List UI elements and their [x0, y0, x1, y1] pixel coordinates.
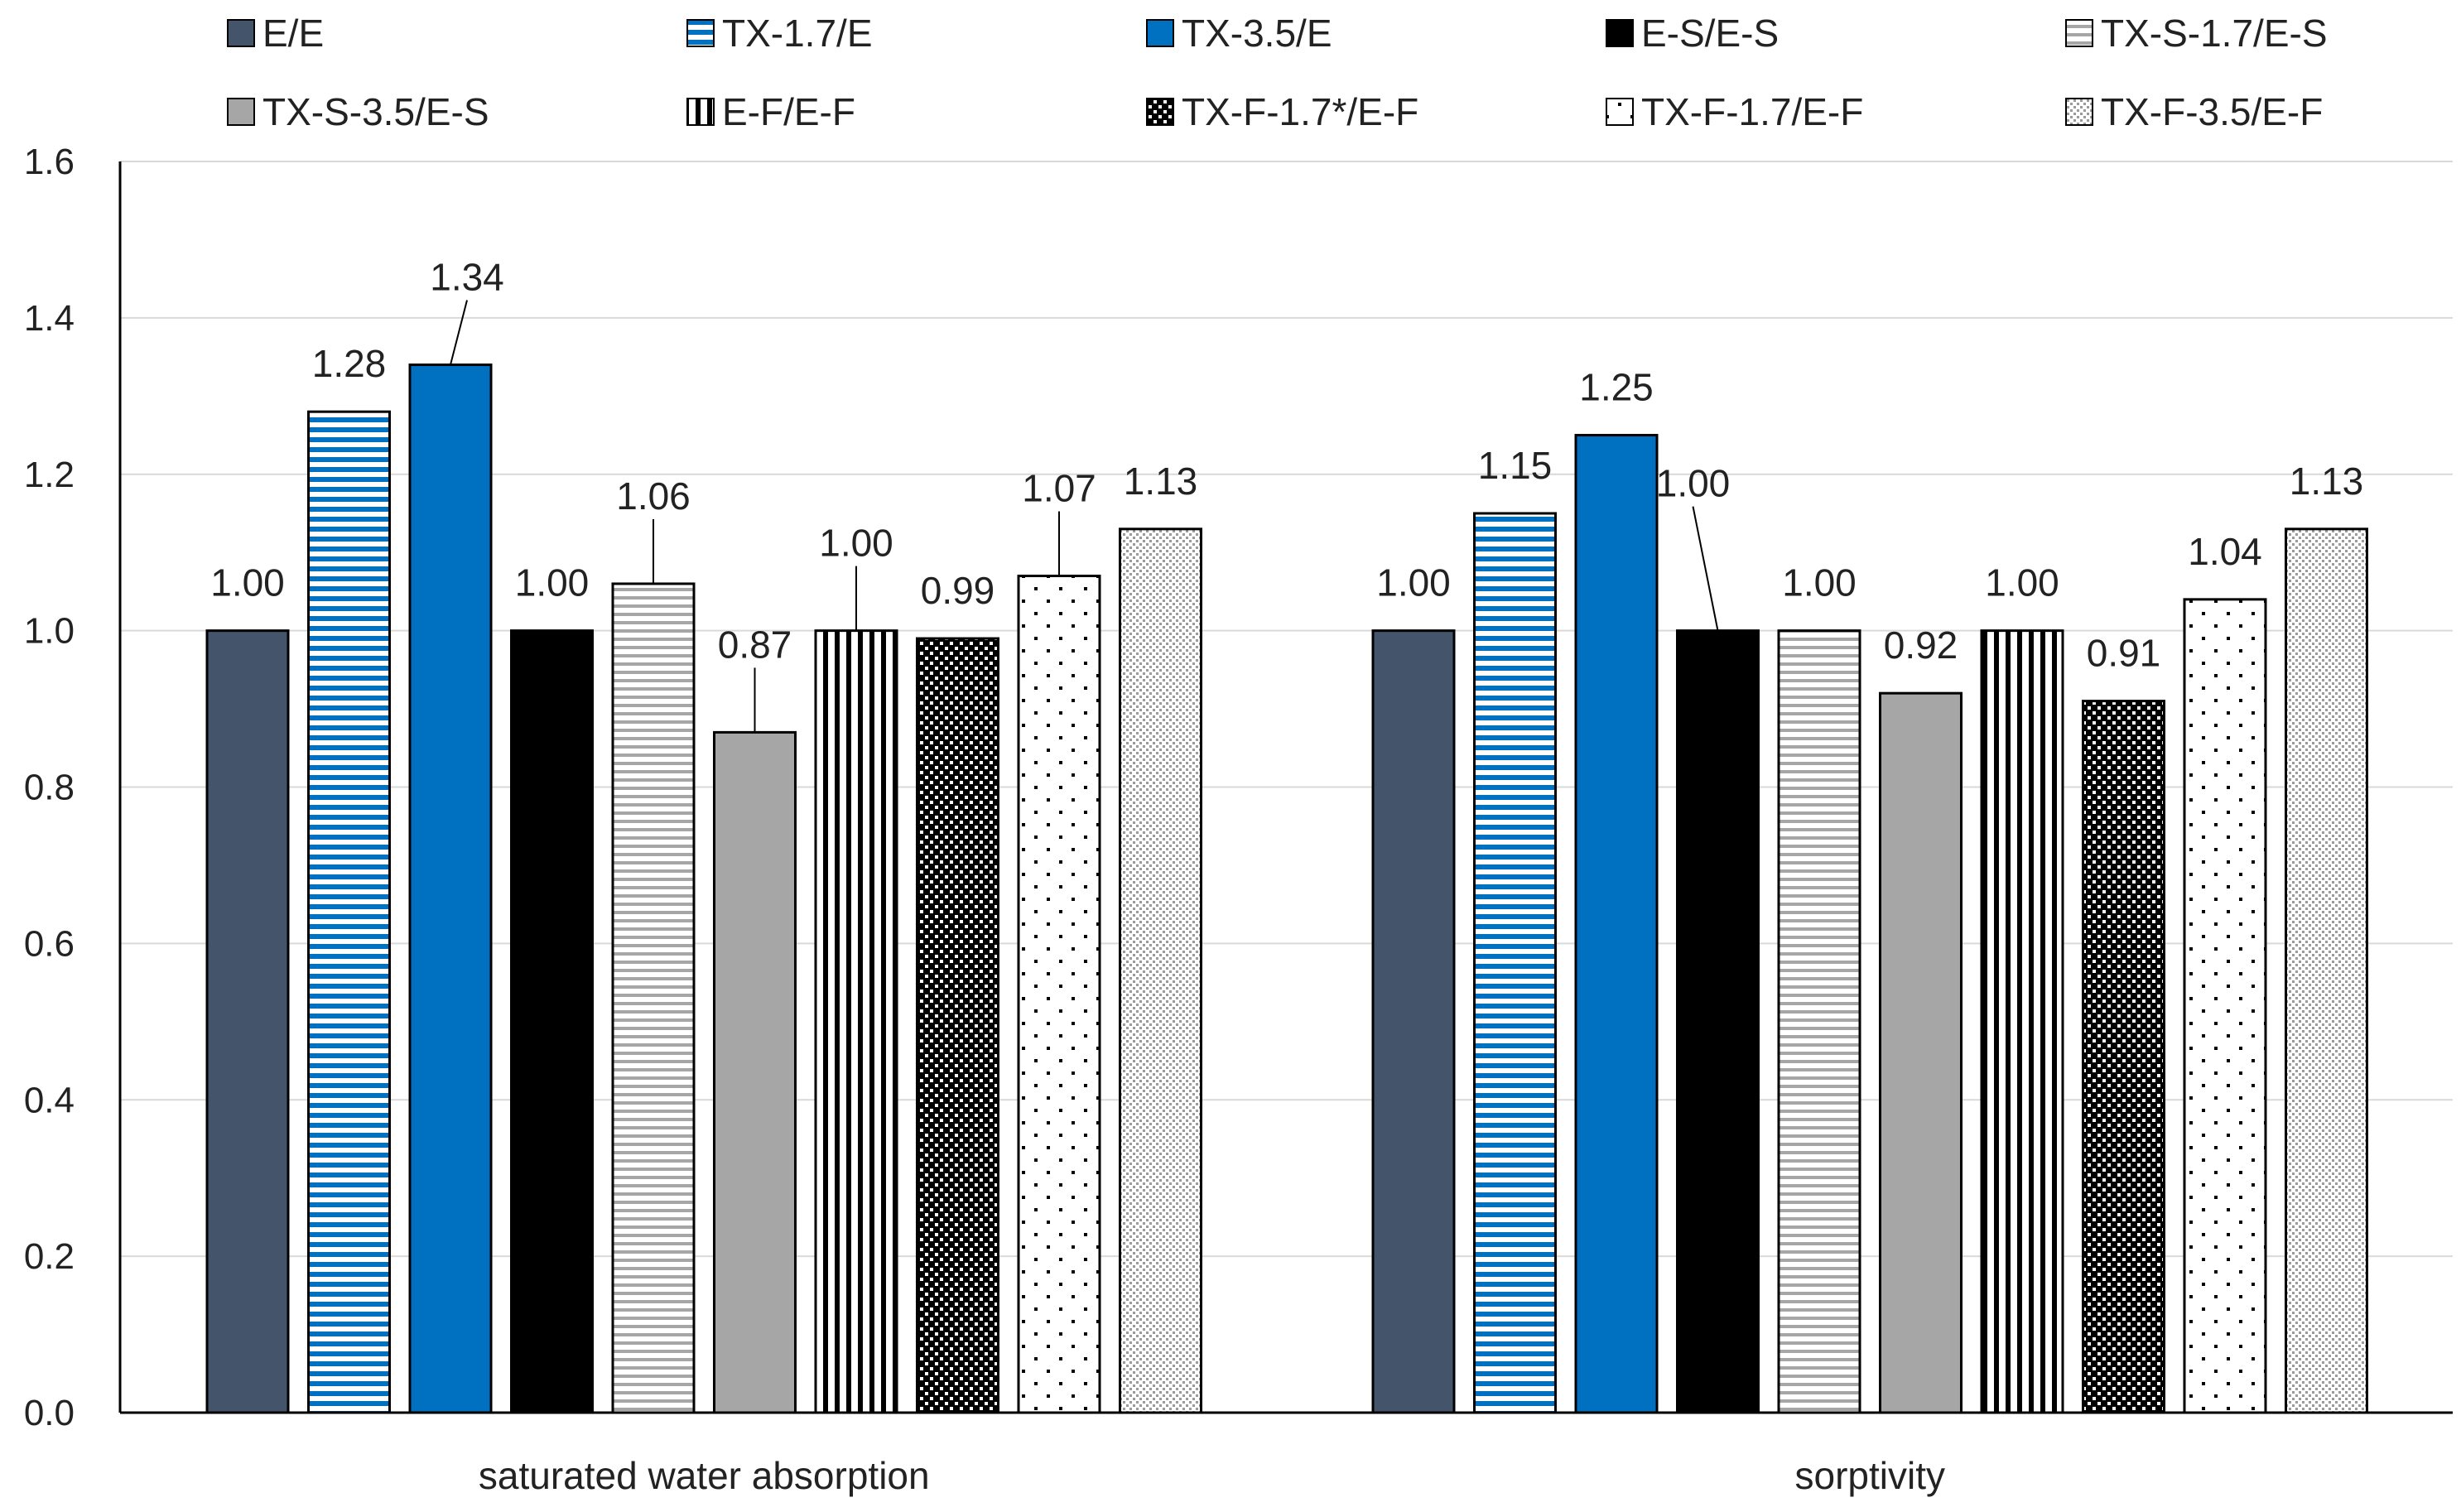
data-label: 0.91	[2087, 632, 2161, 675]
legend-label: TX-S-3.5/E-S	[262, 90, 489, 133]
legend: E/E TX-1.7/E TX-3.5/E E-S/E-S TX-S-1.7/E-S TX…	[227, 12, 2328, 133]
x-axis: saturated water absorption sorptivity	[120, 1411, 2453, 1497]
data-label: 0.87	[718, 623, 792, 666]
y-axis: 0.0 0.2 0.4 0.6 0.8 1.0 1.2 1.4 1.6	[24, 142, 122, 1433]
legend-label: TX-F-1.7/E-F	[1641, 90, 1863, 133]
bar-0-4	[611, 582, 696, 1414]
y-tick-label: 0.0	[24, 1393, 75, 1433]
legend-item: E/E	[227, 12, 324, 55]
x-category-label: saturated water absorption	[479, 1454, 930, 1497]
bar-0-7	[916, 637, 999, 1414]
legend-item: TX-S-3.5/E-S	[227, 90, 489, 133]
bar-0-1	[307, 410, 391, 1414]
bar-1-8	[2183, 598, 2267, 1414]
legend-swatch	[1606, 98, 1634, 126]
bar-1-0	[1371, 629, 1456, 1414]
legend-swatch	[227, 19, 255, 47]
data-label: 1.00	[819, 522, 893, 565]
data-label: 0.92	[1884, 624, 1958, 667]
data-label: 1.13	[2290, 460, 2364, 503]
legend-label: E-F/E-F	[722, 90, 855, 133]
legend-item: TX-3.5/E	[1146, 12, 1332, 55]
bar-1-5	[1879, 691, 1963, 1414]
legend-label: E/E	[262, 12, 324, 55]
gridlines	[120, 161, 2453, 1258]
legend-item: TX-F-1.7/E-F	[1606, 90, 1863, 133]
data-label: 1.00	[1656, 462, 1731, 505]
bar-1-9	[2285, 527, 2368, 1414]
legend-swatch	[1146, 98, 1174, 126]
legend-swatch	[686, 98, 715, 126]
y-tick-label: 0.6	[24, 923, 75, 964]
bars	[205, 364, 2368, 1414]
y-tick-label: 1.2	[24, 455, 75, 495]
legend-label: TX-3.5/E	[1182, 12, 1332, 55]
y-tick-label: 1.0	[24, 611, 75, 652]
bar-0-5	[713, 730, 797, 1414]
data-label: 1.15	[1478, 444, 1553, 487]
bar-1-1	[1473, 512, 1557, 1414]
legend-item: E-S/E-S	[1606, 12, 1779, 55]
bar-1-2	[1574, 434, 1659, 1414]
data-label: 0.99	[921, 569, 995, 612]
legend-item: E-F/E-F	[686, 90, 855, 133]
bar-0-9	[1119, 527, 1202, 1414]
data-label: 1.13	[1124, 460, 1198, 503]
leader-line	[1692, 506, 1719, 631]
label-leader-lines	[450, 300, 1719, 733]
legend-label: TX-F-3.5/E-F	[2101, 90, 2323, 133]
y-tick-label: 0.2	[24, 1236, 75, 1277]
legend-swatch	[2065, 98, 2093, 126]
leader-line	[450, 300, 468, 365]
legend-swatch	[686, 19, 715, 47]
y-tick-label: 0.4	[24, 1080, 75, 1120]
legend-swatch	[227, 98, 255, 126]
data-labels: 1.00 1.28 1.34 1.00 1.06 0.87 1.00 0.99 1.07 1.13…	[210, 256, 2363, 675]
legend-swatch	[1146, 19, 1174, 47]
bar-0-2	[408, 364, 493, 1414]
bar-1-4	[1777, 629, 1861, 1414]
legend-label: E-S/E-S	[1641, 12, 1779, 55]
legend-swatch	[1606, 19, 1634, 47]
data-label: 1.00	[1985, 561, 2059, 604]
data-label: 1.06	[616, 474, 691, 518]
legend-item: TX-S-1.7/E-S	[2065, 12, 2328, 55]
y-tick-label: 0.8	[24, 768, 75, 808]
bar-0-8	[1017, 575, 1101, 1414]
data-label: 1.04	[2188, 530, 2262, 573]
y-tick-label: 1.4	[24, 298, 75, 339]
y-tick-label: 1.6	[24, 142, 75, 182]
data-label: 1.00	[1376, 561, 1451, 604]
legend-item: TX-F-3.5/E-F	[2065, 90, 2323, 133]
x-category-label: sorptivity	[1795, 1454, 1945, 1497]
legend-item: TX-1.7/E	[686, 12, 873, 55]
data-label: 1.07	[1022, 467, 1096, 510]
bar-0-0	[205, 629, 290, 1414]
legend-label: TX-F-1.7*/E-F	[1182, 90, 1418, 133]
data-label: 1.00	[515, 561, 590, 604]
data-label: 1.25	[1579, 366, 1654, 409]
bar-1-6	[1980, 629, 2064, 1414]
data-label: 1.34	[430, 256, 504, 299]
data-label: 1.00	[210, 561, 285, 604]
legend-item: TX-F-1.7*/E-F	[1146, 90, 1418, 133]
legend-label: TX-S-1.7/E-S	[2101, 12, 2328, 55]
data-label: 1.28	[312, 342, 387, 385]
bar-1-3	[1676, 629, 1760, 1414]
bar-1-7	[2082, 700, 2165, 1414]
bar-0-3	[510, 629, 594, 1414]
bar-0-6	[814, 629, 898, 1414]
legend-label: TX-1.7/E	[722, 12, 873, 55]
data-label: 1.00	[1782, 561, 1857, 604]
legend-swatch	[2065, 19, 2093, 47]
